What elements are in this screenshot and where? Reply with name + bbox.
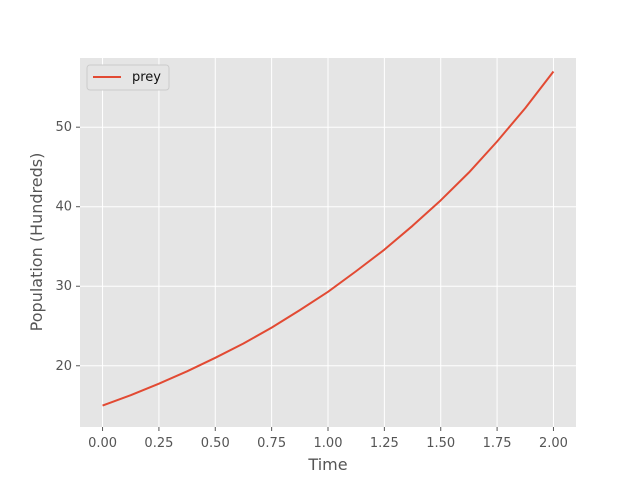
x-tick-label: 0.50 xyxy=(201,436,230,451)
x-tick-label: 0.25 xyxy=(144,436,173,451)
x-tick-label: 1.00 xyxy=(314,436,343,451)
y-tick-label: 20 xyxy=(55,359,72,374)
y-tick-label: 50 xyxy=(55,120,72,135)
x-tick-label: 1.50 xyxy=(426,436,455,451)
y-tick-label: 40 xyxy=(55,200,72,215)
legend-box xyxy=(86,64,170,91)
y-axis-ticks: 20 30 40 50 xyxy=(55,120,80,374)
legend-label-prey: prey xyxy=(132,70,161,85)
x-axis-ticks: 0.00 0.25 0.50 0.75 1.00 1.25 1.50 1.75 2.00 xyxy=(88,427,568,451)
x-tick-label: 0.75 xyxy=(257,436,286,451)
legend: prey xyxy=(86,64,170,91)
x-tick-label: 2.00 xyxy=(539,436,568,451)
y-axis-label: Population (Hundreds) xyxy=(27,153,46,332)
x-tick-label: 1.25 xyxy=(370,436,399,451)
x-tick-label: 0.00 xyxy=(88,436,117,451)
series-line-prey xyxy=(102,70,555,407)
y-gridlines xyxy=(80,126,576,367)
x-tick-label: 1.75 xyxy=(483,436,512,451)
series-lines xyxy=(102,70,555,407)
x-axis-label: Time xyxy=(307,455,347,474)
y-tick-label: 30 xyxy=(55,279,72,294)
